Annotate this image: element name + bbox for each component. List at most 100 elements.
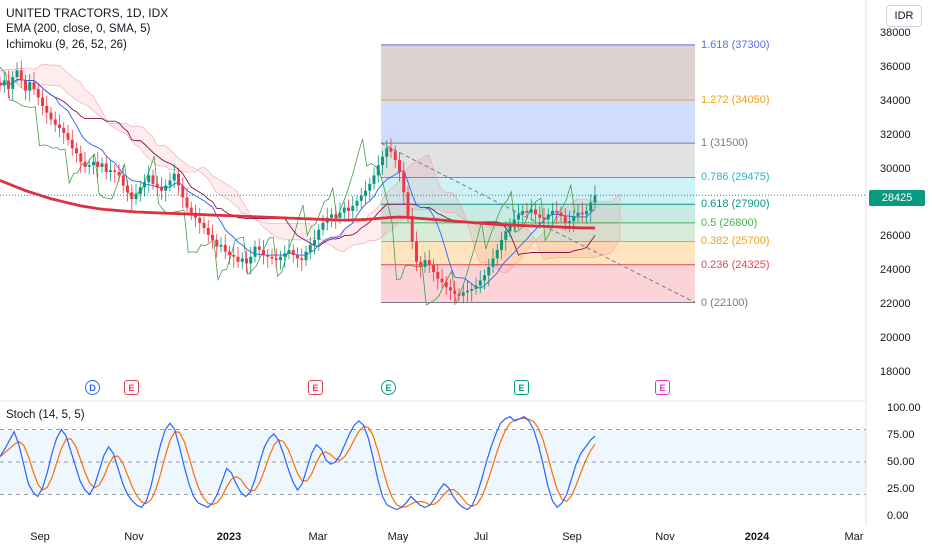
- price-tick-label: 38000: [880, 27, 911, 39]
- fib-zone: [381, 222, 695, 242]
- candle-body: [75, 148, 78, 154]
- fib-level-label: 0.786 (29475): [701, 171, 770, 184]
- candle-body: [198, 217, 202, 223]
- candle-body: [504, 231, 508, 240]
- time-tick-label: Nov: [124, 531, 144, 543]
- event-marker[interactable]: D: [85, 380, 100, 395]
- candle-body: [589, 202, 593, 211]
- candle-body: [164, 185, 168, 191]
- candle-body: [529, 209, 533, 213]
- fib-level-label: 0.618 (27900): [701, 198, 770, 211]
- candle-body: [542, 217, 546, 220]
- candle-body: [546, 214, 550, 220]
- symbol-title[interactable]: UNITED TRACTORS, 1D, IDX: [6, 6, 169, 20]
- candle-body: [364, 190, 367, 196]
- fib-level-label: 1.272 (34050): [701, 93, 770, 106]
- candle-body: [415, 241, 418, 262]
- candle-body: [0, 82, 2, 86]
- candle-body: [334, 214, 338, 218]
- candle-body: [70, 139, 74, 149]
- candle-body: [117, 171, 121, 176]
- candle-body: [317, 229, 321, 240]
- time-tick-label: 2023: [216, 531, 242, 543]
- candle-body: [521, 210, 525, 215]
- candle-body: [432, 265, 435, 272]
- ema-indicator-label[interactable]: EMA (200, close, 0, SMA, 5): [6, 23, 151, 35]
- stoch-tick-label: 100.00: [887, 402, 921, 414]
- candle-body: [491, 258, 495, 267]
- candle-body: [121, 175, 125, 186]
- candle-body: [87, 165, 91, 167]
- candle-body: [49, 112, 53, 120]
- candle-body: [313, 239, 316, 245]
- candle-body: [376, 165, 380, 176]
- candle-body: [53, 119, 57, 125]
- candle-body: [206, 227, 210, 235]
- candle-body: [36, 88, 40, 98]
- candle-body: [130, 192, 134, 200]
- candle-body: [155, 183, 159, 188]
- candle-body: [262, 249, 265, 256]
- candle-body: [427, 260, 431, 266]
- candle-body: [253, 246, 257, 257]
- ichimoku-indicator-label[interactable]: Ichimoku (9, 26, 52, 26): [6, 39, 127, 51]
- fib-level-label: 1.618 (37300): [701, 38, 770, 51]
- candle-body: [228, 251, 231, 256]
- candle-body: [487, 266, 491, 276]
- candle-body: [321, 222, 325, 230]
- candle-body: [270, 256, 274, 259]
- candle-body: [381, 156, 384, 166]
- stoch-tick-label: 25.00: [887, 483, 915, 495]
- candle-body: [28, 82, 32, 91]
- stoch-tick-label: 75.00: [887, 429, 915, 441]
- stoch-tick-label: 0.00: [887, 510, 909, 522]
- time-tick-label: 2024: [744, 531, 770, 543]
- currency-button[interactable]: IDR: [886, 5, 922, 27]
- candle-body: [232, 255, 236, 257]
- candle-body: [495, 249, 499, 259]
- candle-body: [457, 294, 461, 296]
- event-marker[interactable]: E: [514, 380, 529, 395]
- candle-body: [585, 210, 588, 215]
- candle-body: [474, 285, 478, 289]
- candle-body: [410, 216, 414, 242]
- candle-body: [517, 214, 520, 220]
- candle-body: [385, 148, 389, 157]
- ichimoku-cloud: [0, 64, 621, 274]
- candle-body: [470, 288, 474, 291]
- event-marker[interactable]: E: [124, 380, 139, 395]
- candle-body: [449, 287, 452, 291]
- event-marker[interactable]: E: [381, 380, 396, 395]
- candle-body: [436, 271, 440, 279]
- candle-body: [19, 70, 23, 81]
- candle-body: [245, 258, 248, 264]
- candle-body: [338, 212, 342, 218]
- candle-body: [342, 207, 346, 213]
- candle-body: [32, 82, 36, 89]
- stoch-indicator-label[interactable]: Stoch (14, 5, 5): [6, 409, 85, 421]
- time-tick-label: Nov: [655, 531, 675, 543]
- event-marker[interactable]: E: [655, 380, 670, 395]
- candle-body: [189, 207, 193, 213]
- candle-body: [147, 175, 151, 183]
- candle-body: [478, 280, 482, 286]
- fib-zone: [381, 264, 695, 303]
- candle-body: [45, 105, 49, 113]
- candle-body: [308, 244, 312, 252]
- candle-body: [351, 205, 355, 211]
- candle-body: [79, 153, 83, 162]
- candle-body: [215, 239, 219, 247]
- fib-zone: [381, 44, 695, 100]
- time-tick-label: Mar: [844, 531, 864, 543]
- candle-body: [393, 151, 397, 161]
- candle-body: [151, 175, 155, 184]
- event-marker[interactable]: E: [308, 380, 323, 395]
- candle-body: [138, 187, 142, 195]
- candle-body: [257, 246, 261, 250]
- candle-body: [92, 161, 95, 166]
- price-tick-label: 32000: [880, 128, 911, 141]
- candle-body: [402, 171, 406, 193]
- candle-body: [266, 255, 270, 257]
